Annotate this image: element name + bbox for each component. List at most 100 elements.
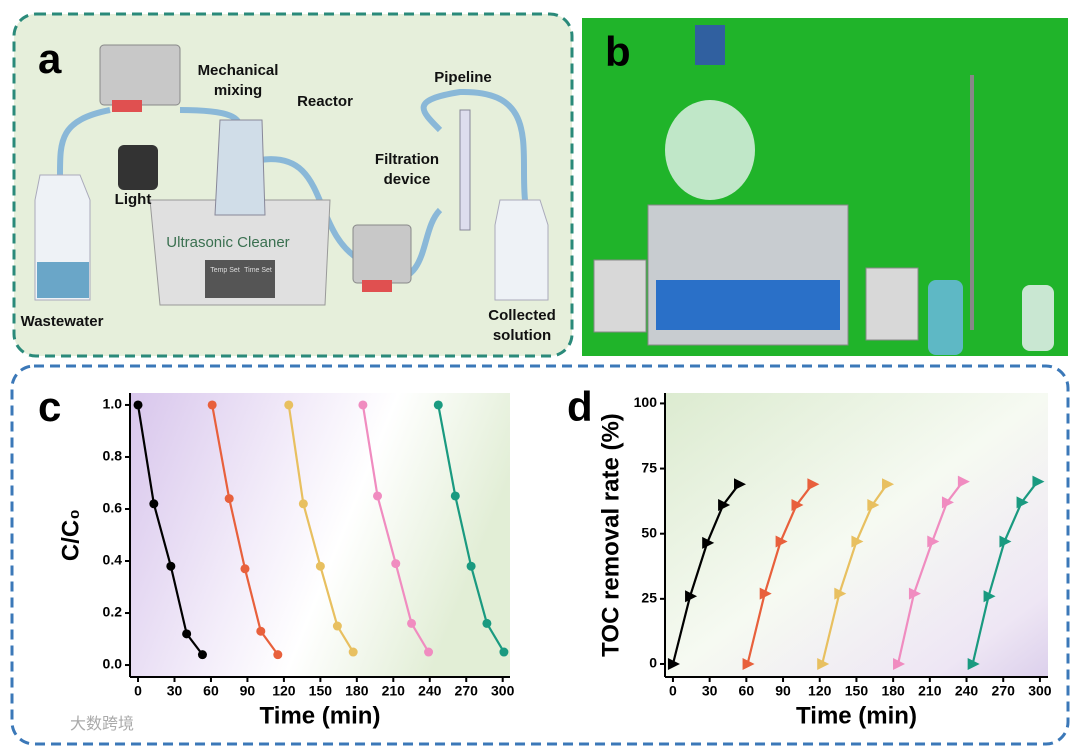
marker	[927, 535, 940, 548]
x-tick-label: 240	[955, 683, 979, 699]
marker	[240, 564, 250, 574]
marker	[256, 626, 266, 636]
x-tick-label: 180	[345, 683, 369, 699]
marker	[967, 657, 980, 670]
marker	[182, 629, 192, 639]
label: mixing	[214, 82, 262, 99]
y-tick-label: 25	[641, 590, 657, 606]
panel-label: b	[605, 28, 631, 75]
label: Filtration	[375, 151, 439, 168]
marker	[499, 647, 509, 657]
label: Reactor	[297, 93, 353, 110]
label: Temp Set	[210, 267, 240, 274]
y-tick-label: 0.6	[103, 500, 123, 516]
marker	[983, 590, 996, 603]
x-tick-label: 270	[992, 683, 1016, 699]
marker	[372, 491, 382, 501]
marker	[391, 559, 401, 569]
x-tick-label: 60	[203, 683, 219, 699]
panel-cd-frame	[10, 364, 1070, 746]
x-axis-label: Time (min)	[796, 702, 917, 729]
x-tick-label: 30	[702, 683, 718, 699]
marker	[807, 478, 820, 491]
y-tick-label: 0.4	[103, 552, 123, 568]
panel-label: c	[38, 383, 61, 430]
marker	[791, 499, 804, 512]
charts: c 0.0 0.2 0.4 0.6 0.8 1.0 0 30 60 90 120 150 180 210 24…	[38, 383, 1052, 729]
marker	[999, 535, 1012, 548]
x-tick-label: 300	[1028, 683, 1052, 699]
y-tick-label: 0.8	[103, 448, 123, 464]
y-tick-label: 0.2	[103, 604, 123, 620]
x-tick-label: 90	[775, 683, 791, 699]
x-tick-label: 30	[167, 683, 183, 699]
y-tick-label: 75	[641, 459, 657, 475]
y-tick-label: 0	[649, 655, 657, 671]
marker	[482, 618, 492, 628]
x-tick-label: 240	[418, 683, 442, 699]
y-tick-label: 50	[641, 524, 657, 540]
marker	[882, 478, 895, 491]
marker	[957, 475, 970, 488]
x-tick-label: 0	[134, 683, 142, 699]
label: Time Set	[244, 267, 272, 274]
x-tick-label: 120	[272, 683, 296, 699]
marker	[207, 400, 217, 410]
marker	[273, 650, 283, 660]
label: Pipeline	[434, 69, 492, 86]
x-tick-label: 0	[669, 683, 677, 699]
marker	[197, 650, 207, 660]
watermark: 大数跨境	[70, 714, 134, 733]
y-axis-label: TOC removal rate (%)	[597, 413, 624, 657]
schematic	[34, 44, 549, 306]
marker	[867, 499, 880, 512]
marker	[775, 535, 788, 548]
x-tick-label: 300	[491, 683, 515, 699]
panel-label: a	[38, 35, 62, 82]
photo-content	[593, 25, 1054, 355]
marker	[298, 499, 308, 509]
label: device	[384, 171, 431, 188]
marker	[1016, 496, 1029, 509]
marker	[358, 400, 368, 410]
y-tick-label: 1.0	[103, 396, 123, 412]
x-tick-label: 210	[918, 683, 942, 699]
marker	[759, 587, 772, 600]
marker	[424, 647, 434, 657]
marker	[450, 491, 460, 501]
marker	[348, 647, 358, 657]
marker	[667, 657, 680, 670]
plot-background	[665, 393, 1048, 677]
x-tick-label: 180	[881, 683, 905, 699]
marker	[941, 496, 954, 509]
marker	[466, 561, 476, 571]
marker	[284, 400, 294, 410]
x-tick-label: 270	[455, 683, 479, 699]
marker	[834, 587, 847, 600]
label: Wastewater	[21, 313, 104, 330]
plot-background	[130, 393, 510, 677]
marker	[851, 535, 864, 548]
marker	[149, 499, 159, 509]
marker	[893, 657, 906, 670]
label: Mechanical	[198, 62, 279, 79]
marker	[908, 587, 921, 600]
label: Collected	[488, 307, 556, 324]
label: Light	[115, 191, 152, 208]
marker	[166, 561, 176, 571]
marker	[407, 618, 417, 628]
x-tick-label: 60	[739, 683, 755, 699]
y-tick-label: 0.0	[103, 656, 123, 672]
x-axis-label: Time (min)	[260, 702, 381, 729]
y-tick-label: 100	[634, 394, 658, 410]
marker	[133, 400, 143, 410]
x-tick-label: 150	[309, 683, 333, 699]
marker	[702, 536, 715, 549]
label: solution	[493, 327, 551, 344]
label: Ultrasonic Cleaner	[166, 234, 289, 251]
marker	[742, 657, 755, 670]
x-tick-label: 90	[240, 683, 256, 699]
marker	[817, 657, 830, 670]
marker	[734, 478, 747, 491]
